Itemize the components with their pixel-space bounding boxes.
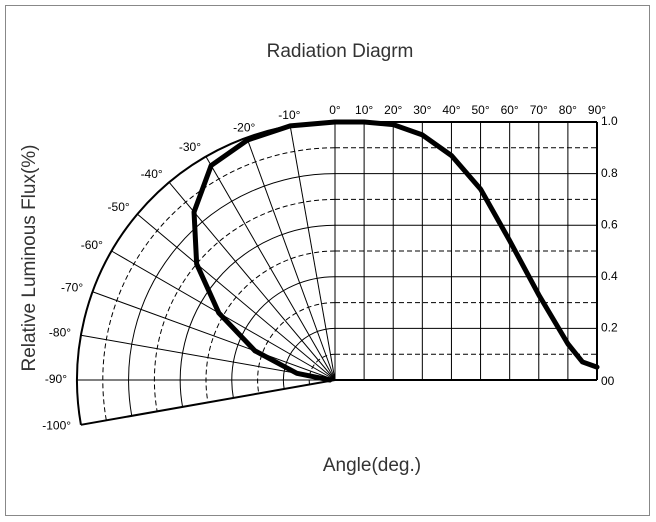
frame [5,5,650,516]
polar-angle-label: -50° [108,200,130,214]
x-tick-label: 30° [413,103,431,117]
polar-angle-label: -80° [49,326,71,340]
polar-radial-line [80,379,336,426]
chart-title: Radiation Diagrm [267,41,414,62]
flux-curve [332,119,600,370]
y-tick-label: 0.6 [601,217,618,231]
y-tick-label: 0.4 [601,269,618,283]
polar-angle-label: -70° [61,281,83,295]
polar-angle-label: -90° [45,372,67,386]
y-tick-label: 1.0 [601,114,618,128]
polar-flux-curve [191,119,338,383]
polar-radial-line [137,213,336,381]
x-tick-label: 0° [329,103,341,117]
polar-radial-line [168,182,336,381]
polar-radial-line [205,156,336,381]
y-tick-label: 00 [601,374,615,388]
x-axis-label: Angle(deg.) [323,455,421,476]
x-tick-label: 10° [355,103,373,117]
x-tick-label: 90° [588,103,606,117]
y-tick-label: 0.2 [601,321,618,335]
x-tick-label: 40° [442,103,460,117]
polar-radial-line [246,137,336,381]
x-tick-label: 80° [559,103,577,117]
polar-angle-label: -30° [179,140,201,154]
polar-angle-label: -10° [278,108,300,122]
x-tick-label: 20° [384,103,402,117]
polar-angle-label: -60° [81,238,103,252]
polar-radial-line [92,291,336,381]
x-tick-label: 50° [471,103,489,117]
y-tick-label: 0.8 [601,166,618,180]
x-tick-label: 70° [530,103,548,117]
x-tick-label: 60° [501,103,519,117]
y-axis-label: Relative Luminous Flux(%) [19,144,40,371]
polar-angle-label: -100° [42,419,71,433]
polar-angle-label: -20° [233,120,255,134]
polar-angle-label: -40° [141,167,163,181]
polar-radial-line [289,125,336,381]
